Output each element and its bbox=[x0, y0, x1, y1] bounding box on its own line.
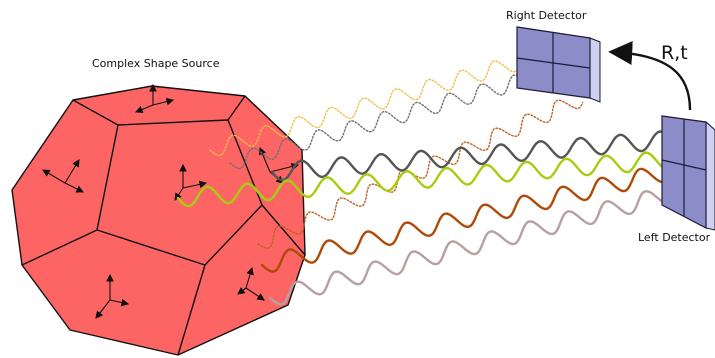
left-detector-label: Left Detector bbox=[638, 231, 711, 244]
transform-arrow bbox=[608, 41, 692, 111]
wave-brown-dotted bbox=[257, 99, 584, 249]
wave-darkgray bbox=[270, 130, 668, 182]
axis-triad-bottom-right bbox=[237, 266, 265, 301]
left-detector bbox=[660, 115, 715, 231]
transform-label: R,t bbox=[661, 42, 688, 64]
right-detector-label: Right Detector bbox=[506, 9, 587, 22]
wave-brown bbox=[260, 167, 669, 273]
wave-lime bbox=[176, 151, 669, 208]
source-label: Complex Shape Source bbox=[92, 57, 220, 70]
axis-triad-bottom bbox=[95, 273, 130, 319]
axis-triad-left bbox=[42, 159, 84, 193]
polyhedron-source bbox=[11, 83, 306, 356]
axis-triad-top bbox=[134, 83, 175, 114]
wave-gray-dotted bbox=[229, 55, 589, 170]
right-detector bbox=[516, 26, 601, 103]
wave-rose bbox=[268, 190, 671, 306]
axis-triad-center bbox=[174, 163, 208, 201]
